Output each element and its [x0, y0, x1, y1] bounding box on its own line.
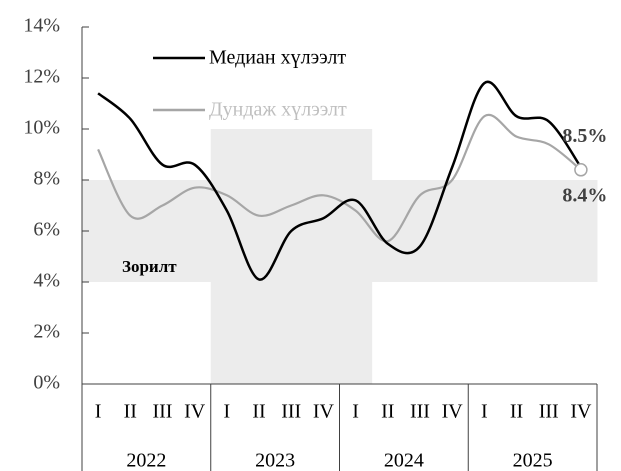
legend-label: Медиан хүлээлт — [209, 47, 346, 69]
x-tick-label: III — [410, 401, 430, 423]
y-tick-label: 10% — [23, 117, 60, 139]
year-label: 2024 — [384, 450, 424, 471]
x-tick-label: I — [352, 401, 359, 423]
end-marker — [574, 163, 588, 177]
y-tick-label: 4% — [33, 270, 60, 292]
y-tick-label: 6% — [33, 219, 60, 241]
x-tick-label: IV — [570, 401, 592, 423]
year-label: 2022 — [126, 450, 166, 471]
target-band — [500, 180, 534, 282]
target-band — [146, 180, 180, 282]
y-tick-label: 2% — [33, 321, 60, 343]
target-band — [403, 180, 437, 282]
x-tick-label: IV — [184, 401, 206, 423]
y-tick-label: 8% — [33, 168, 60, 190]
x-tick-label: II — [381, 401, 394, 423]
x-tick-label: II — [252, 401, 265, 423]
year-label: 2025 — [513, 450, 553, 471]
y-tick-label: 12% — [23, 66, 60, 88]
x-tick-label: I — [224, 401, 231, 423]
y-tick-label: 14% — [23, 15, 60, 37]
target-band — [468, 180, 501, 282]
year-label: 2023 — [255, 450, 295, 471]
y-tick-label: 0% — [33, 372, 60, 394]
series-line — [97, 80, 582, 281]
x-tick-label: II — [510, 401, 523, 423]
target-band — [339, 129, 373, 384]
x-tick-label: III — [152, 401, 172, 423]
value-label: 8.5% — [562, 125, 607, 147]
x-tick-label: III — [281, 401, 301, 423]
target-label: Зорилт — [122, 257, 177, 276]
x-tick-label: II — [124, 401, 137, 423]
target-band — [307, 129, 340, 384]
target-band — [532, 180, 566, 282]
x-tick-label: IV — [442, 401, 464, 423]
series-line — [97, 113, 582, 243]
target-band — [242, 129, 276, 384]
target-band — [178, 180, 212, 282]
target-bands — [82, 129, 598, 384]
x-tick-label: I — [95, 401, 102, 423]
target-band — [564, 180, 598, 282]
x-tick-label: III — [539, 401, 559, 423]
target-band — [210, 129, 244, 384]
x-tick-label: I — [481, 401, 488, 423]
target-band — [275, 129, 308, 384]
legend-label: Дундаж хүлээлт — [209, 99, 347, 121]
value-label: 8.4% — [562, 184, 607, 206]
x-tick-label: IV — [313, 401, 335, 423]
